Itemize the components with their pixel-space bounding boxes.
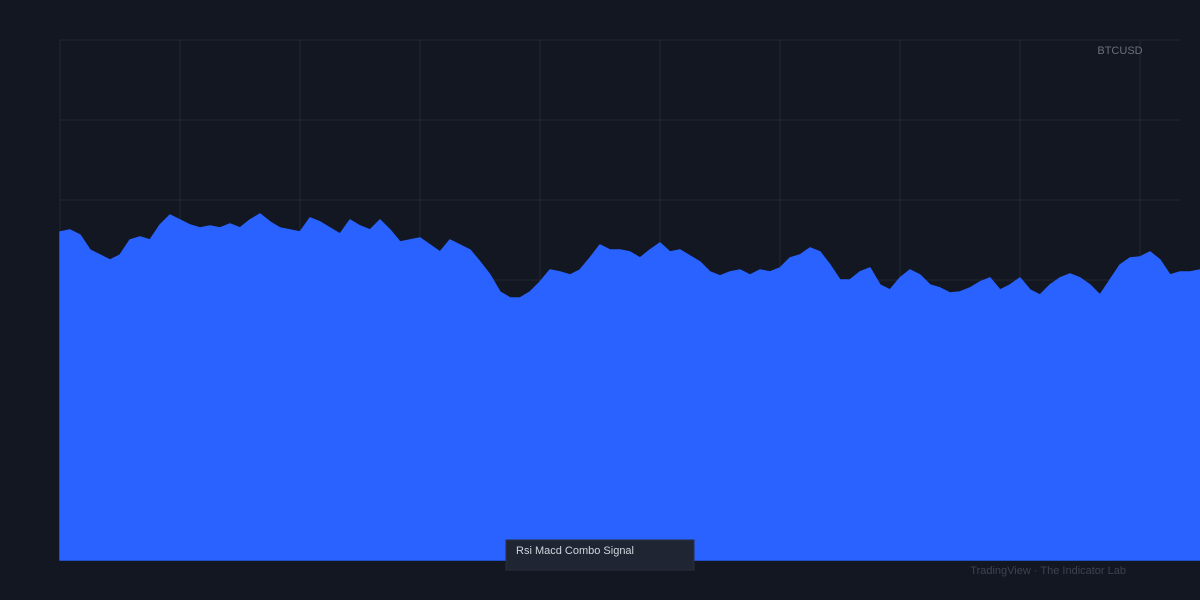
plot	[59, 213, 1200, 561]
indicator-name: Rsi Macd Combo Signal	[516, 545, 634, 557]
area	[59, 213, 1200, 561]
watermark: TradingView · The Indicator Lab	[970, 565, 1126, 577]
indicator-box	[505, 539, 695, 571]
symbol-label: BTCUSD	[1097, 45, 1142, 57]
